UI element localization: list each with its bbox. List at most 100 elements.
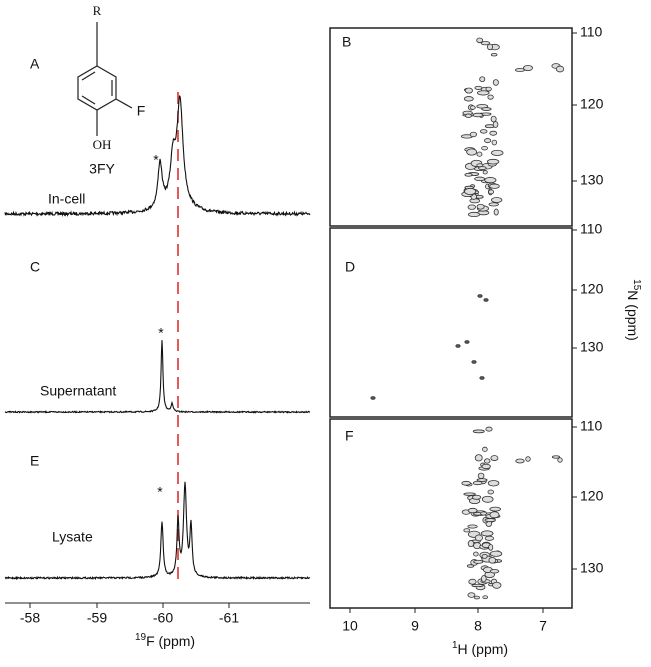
x-ticks [29, 603, 230, 608]
contour [471, 494, 482, 500]
contour [485, 426, 493, 432]
contour [485, 86, 492, 92]
contour [467, 540, 475, 548]
contour [490, 53, 498, 57]
panel-label: C [30, 259, 40, 275]
contour [467, 204, 477, 210]
contour [370, 396, 376, 400]
contour [490, 197, 503, 203]
contour [484, 535, 495, 541]
contour [482, 170, 488, 175]
contour [464, 187, 477, 195]
contour [476, 478, 488, 482]
contour [489, 506, 501, 512]
panel-label: A [30, 56, 40, 72]
hydroxyl: OH [93, 137, 112, 152]
y-tick-label: 110 [580, 418, 603, 434]
contour [472, 429, 485, 434]
x-tick-label: -60 [153, 610, 173, 626]
panel-frames [329, 27, 573, 609]
contour [461, 480, 471, 486]
contour [481, 553, 488, 559]
contour [487, 94, 494, 100]
spectra [4, 95, 311, 581]
x-tick-label: -59 [87, 610, 107, 626]
contour [473, 595, 481, 600]
contour [480, 41, 491, 46]
contour [483, 458, 491, 464]
contour [469, 131, 477, 138]
contour [476, 37, 484, 44]
contour [515, 458, 525, 464]
contour [486, 43, 494, 51]
contour [487, 489, 494, 495]
contour [474, 85, 483, 90]
contour [481, 107, 492, 111]
y-tick-label: 130 [580, 339, 604, 355]
sample-label: In-cell [48, 191, 85, 207]
contour [525, 456, 531, 462]
contour [474, 534, 483, 542]
x-ticks [349, 608, 544, 613]
peak-marker: * [153, 152, 159, 168]
y-tick-label: 120 [580, 488, 604, 504]
contour [466, 148, 478, 156]
contour [483, 298, 489, 302]
contour [489, 130, 498, 136]
contour [523, 64, 533, 72]
contour [476, 151, 483, 157]
contour [515, 68, 525, 72]
x-tick-label: 7 [539, 618, 547, 634]
substituent: R [93, 3, 102, 18]
panel-label: B [342, 34, 351, 50]
contour [481, 575, 487, 583]
x-axis-title: 1H (ppm) [452, 640, 508, 657]
contour [481, 463, 491, 470]
y-tick-label: 110 [580, 24, 603, 40]
contour [463, 528, 471, 533]
structure [77, 22, 133, 136]
sample-label: Lysate [52, 529, 93, 545]
spectrum [4, 481, 311, 581]
contour [473, 559, 484, 564]
contour [491, 149, 504, 156]
contour [481, 145, 488, 151]
y-ticks [572, 32, 577, 570]
contour [468, 578, 477, 585]
contour [464, 172, 473, 177]
contour [479, 376, 485, 380]
contour [474, 454, 483, 462]
contour [476, 163, 484, 168]
contour [480, 511, 487, 516]
contour [481, 495, 494, 503]
contour [455, 344, 461, 348]
spectrum [4, 340, 310, 414]
contour [482, 595, 489, 600]
panel-label: F [345, 428, 354, 444]
contour [469, 105, 476, 110]
contour [467, 507, 478, 514]
contour [467, 524, 478, 529]
contour [482, 446, 488, 452]
contour [484, 177, 497, 184]
y-tick-label: 130 [580, 560, 604, 576]
x-tick-label: -61 [219, 610, 239, 626]
contour [477, 472, 485, 479]
contour [492, 121, 499, 128]
contour [488, 544, 494, 551]
contour [488, 202, 499, 207]
contour [479, 129, 488, 134]
contour [491, 139, 498, 146]
spectrum [4, 95, 311, 218]
contour [464, 87, 473, 94]
sample-label: Supernatant [40, 383, 116, 399]
contour [463, 96, 474, 102]
y-tick-label: 120 [580, 281, 604, 297]
contour [467, 592, 476, 598]
contours [370, 37, 565, 600]
contour [488, 189, 495, 195]
y-tick-label: 120 [580, 96, 604, 112]
x-tick-label: 10 [342, 618, 358, 634]
contour [473, 551, 479, 557]
